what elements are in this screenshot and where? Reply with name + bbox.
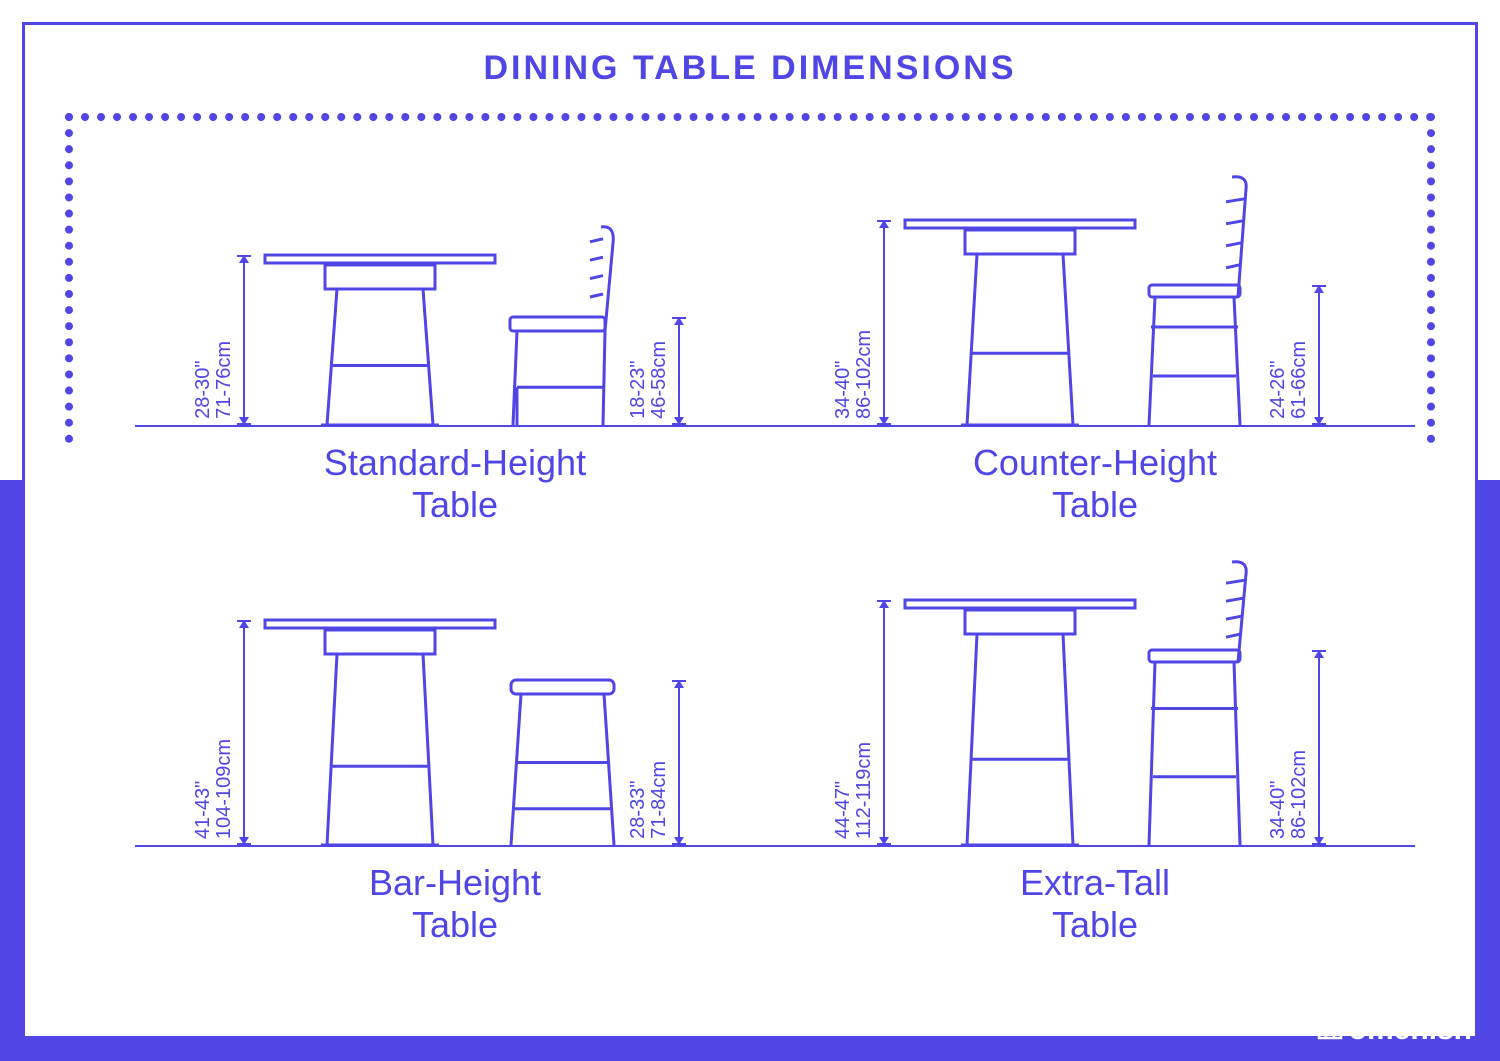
panel-label: Extra-TallTable: [775, 862, 1415, 945]
seat-drawing: [505, 225, 625, 425]
brand-logo: omenish: [1315, 1011, 1472, 1049]
panel-label: Standard-HeightTable: [135, 442, 775, 525]
table-dimension: 44-47"112-119cm: [835, 600, 895, 845]
panel-label: Counter-HeightTable: [775, 442, 1415, 525]
dotted-top: [65, 113, 1435, 121]
table-drawing: [265, 620, 495, 845]
seat-drawing: [1145, 560, 1265, 845]
table-drawing: [265, 255, 495, 425]
dotted-left: [65, 113, 73, 443]
panel-label: Bar-HeightTable: [135, 862, 775, 945]
table-dimension: 28-30"71-76cm: [195, 255, 255, 425]
panel-counter: 34-40"86-102cm 24-26"61-66cm Counter-Hei…: [775, 145, 1415, 525]
dotted-right: [1427, 113, 1435, 443]
brand-text: omenish: [1349, 1013, 1472, 1047]
table-dimension: 34-40"86-102cm: [835, 220, 895, 425]
panel-bar: 41-43"104-109cm 28-33"71-84cm Bar-Height…: [135, 565, 775, 945]
seat-drawing: [1145, 175, 1265, 425]
table-drawing: [905, 220, 1135, 425]
seat-dimension: 28-33"71-84cm: [630, 680, 690, 845]
panel-extratall: 44-47"112-119cm 34-40"86-102cm Extra-Tal…: [775, 565, 1415, 945]
seat-dimension: 34-40"86-102cm: [1270, 650, 1330, 845]
floor-line: [135, 845, 775, 847]
seat-dimension: 24-26"61-66cm: [1270, 285, 1330, 425]
page-title: DINING TABLE DIMENSIONS: [25, 49, 1475, 88]
table-drawing: [905, 600, 1135, 845]
house-icon: [1315, 1011, 1345, 1049]
seat-drawing: [505, 680, 625, 845]
panel-standard: 28-30"71-76cm 18-23"46-58cm Standard-Hei…: [135, 145, 775, 525]
seat-dimension: 18-23"46-58cm: [630, 317, 690, 425]
floor-line: [775, 845, 1415, 847]
card: DINING TABLE DIMENSIONS: [22, 22, 1478, 1039]
table-dimension: 41-43"104-109cm: [195, 620, 255, 845]
floor-line: [135, 425, 775, 427]
floor-line: [775, 425, 1415, 427]
